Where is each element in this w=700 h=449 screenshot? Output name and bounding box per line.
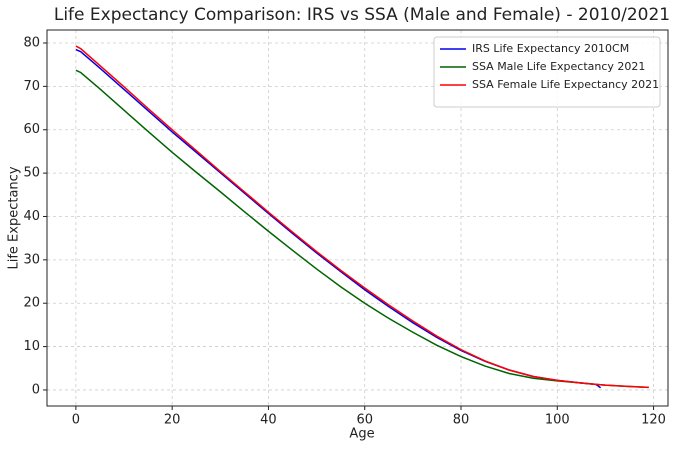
- legend-box: [433, 36, 661, 108]
- x-tick-label: 100: [545, 413, 570, 428]
- y-tick-label: 0: [32, 382, 40, 397]
- y-tick-label: 30: [23, 252, 40, 267]
- legend-label: IRS Life Expectancy 2010CM: [472, 42, 629, 55]
- series-line: [75, 45, 649, 389]
- legend-label: SSA Female Life Expectancy 2021: [472, 78, 659, 91]
- chart-title: Life Expectancy Comparison: IRS vs SSA (…: [54, 5, 670, 25]
- y-tick-label: 20: [23, 296, 40, 311]
- y-tick-label: 60: [23, 122, 40, 137]
- x-tick-label: 120: [641, 413, 666, 428]
- x-tick-label: 40: [260, 413, 277, 428]
- x-tick-label: 60: [356, 413, 373, 428]
- plot-frame: [46, 29, 669, 407]
- x-tick-label: 20: [164, 413, 181, 428]
- y-axis-label: Life Expectancy: [7, 166, 22, 269]
- y-tick-label: 10: [23, 339, 40, 354]
- y-tick-label: 70: [23, 79, 40, 94]
- x-tick-label: 0: [72, 413, 80, 428]
- x-axis-label: Age: [349, 427, 374, 442]
- x-tick-label: 80: [453, 413, 470, 428]
- y-tick-label: 50: [23, 166, 40, 181]
- legend-label: SSA Male Life Expectancy 2021: [472, 60, 645, 73]
- y-tick-label: 80: [23, 36, 40, 51]
- y-tick-label: 40: [23, 209, 40, 224]
- series-line: [75, 69, 649, 389]
